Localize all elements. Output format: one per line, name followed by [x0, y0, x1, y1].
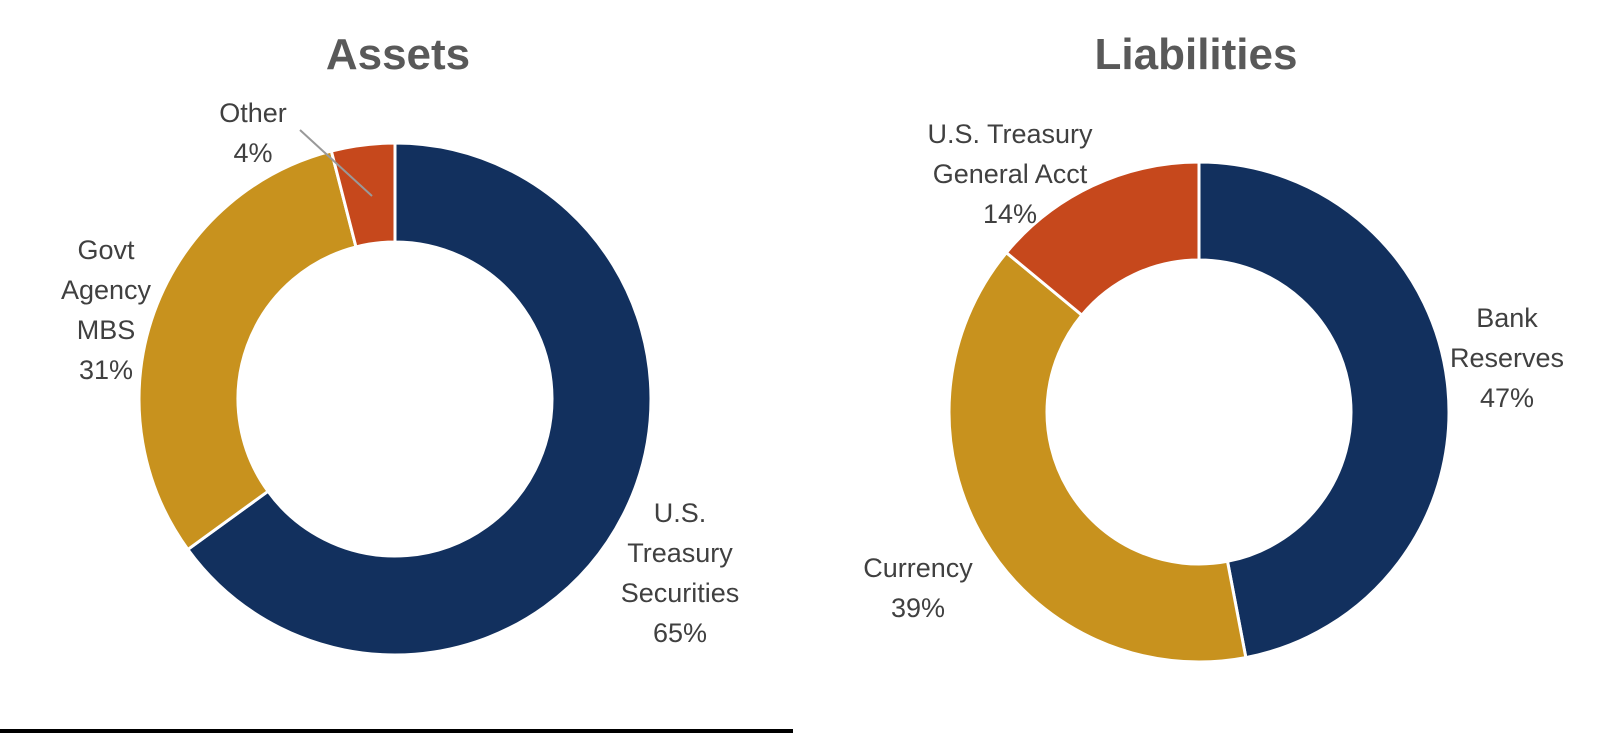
label-bank-reserves: Bank Reserves 47% [1450, 298, 1564, 418]
label-us-treasury-securities-line-2: Treasury [627, 538, 733, 568]
label-currency-line-1: Currency [863, 553, 973, 583]
label-bank-reserves-line-3: 47% [1479, 383, 1535, 413]
label-us-treasury-securities: U.S. Treasury Securities 65% [621, 493, 740, 653]
label-other: Other 4% [219, 93, 287, 173]
liabilities-donut [947, 160, 1451, 664]
label-us-treasury-general-acct: U.S. Treasury General Acct 14% [927, 114, 1092, 234]
donut-slice-govt-agency-mbs [137, 149, 358, 551]
label-currency-line-2: 39% [890, 593, 946, 623]
assets-chart-title: Assets [325, 30, 471, 79]
assets-donut [137, 141, 653, 657]
label-govt-agency-mbs-line-4: 31% [78, 355, 134, 385]
label-govt-agency-mbs-line-3: MBS [76, 315, 136, 345]
donut-slice-bank-reserves [1197, 160, 1451, 660]
label-govt-agency-mbs-line-2: Agency [60, 275, 152, 305]
donut-slice-u-s-treasury-general-acct [1004, 160, 1201, 317]
label-us-treasury-general-acct-line-2: General Acct [932, 159, 1088, 189]
donut-slice-currency [947, 251, 1248, 664]
donut-slice-u-s-treasury-securities [186, 141, 653, 657]
label-us-treasury-securities-line-4: 65% [652, 618, 708, 648]
label-bank-reserves-line-2: Reserves [1449, 343, 1565, 373]
label-us-treasury-securities-line-3: Securities [620, 578, 740, 608]
other-leader-line [299, 129, 373, 197]
label-govt-agency-mbs-line-1: Govt [77, 235, 135, 265]
video-progress-bar [0, 729, 793, 733]
label-bank-reserves-line-1: Bank [1476, 303, 1538, 333]
label-us-treasury-general-acct-line-3: 14% [982, 199, 1038, 229]
donut-slice-other [329, 141, 397, 249]
label-other-line-2: 4% [233, 138, 273, 168]
label-currency: Currency 39% [863, 548, 973, 628]
label-us-treasury-general-acct-line-1: U.S. Treasury [927, 119, 1093, 149]
liabilities-chart-title: Liabilities [1094, 30, 1298, 79]
label-other-line-1: Other [219, 98, 287, 128]
label-govt-agency-mbs: Govt Agency MBS 31% [61, 230, 151, 390]
label-us-treasury-securities-line-1: U.S. [653, 498, 707, 528]
